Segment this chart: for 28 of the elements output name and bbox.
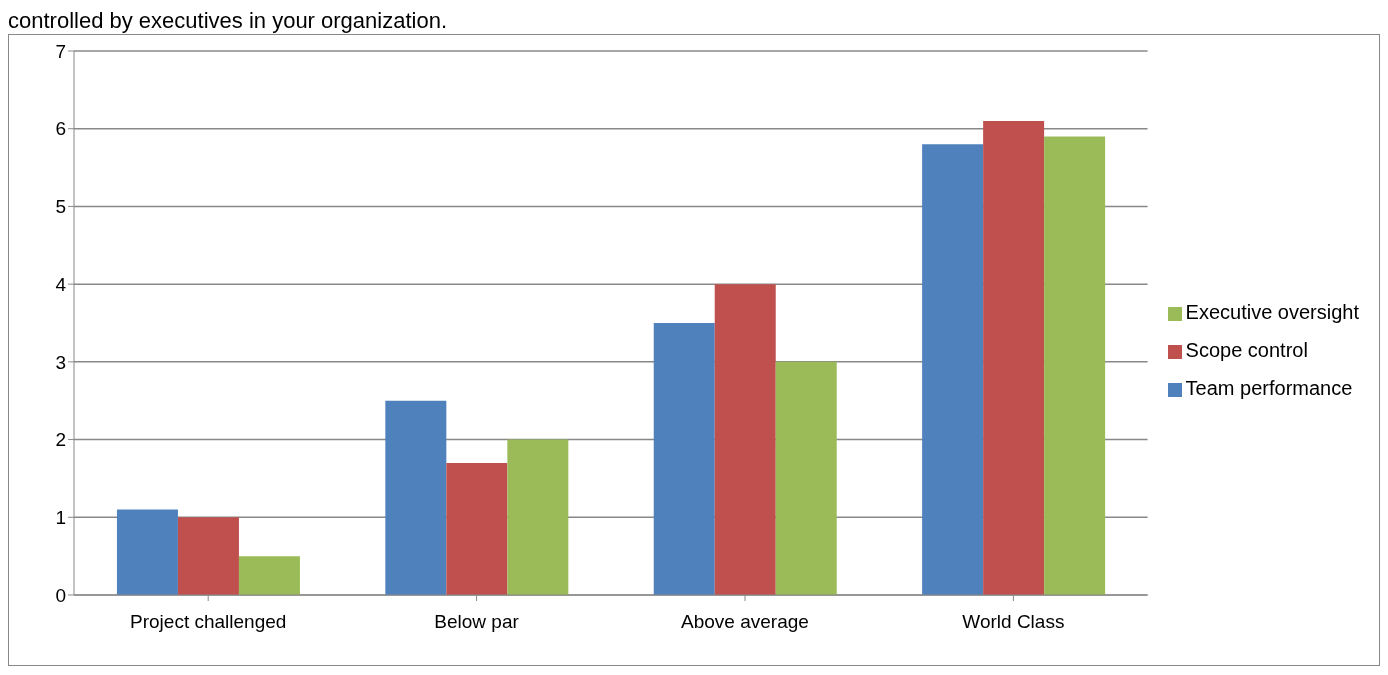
bar <box>983 120 1045 595</box>
bar <box>922 144 984 595</box>
bar <box>446 462 508 595</box>
bar <box>116 509 178 595</box>
y-tick-label: 0 <box>55 584 66 606</box>
x-tick-label: Project challenged <box>130 611 287 633</box>
chart-title: controlled by executives in your organization. <box>8 8 449 34</box>
bar <box>177 517 239 595</box>
y-tick-label: 5 <box>55 196 66 218</box>
y-tick-label: 6 <box>55 118 66 140</box>
y-tick-label: 4 <box>55 273 67 295</box>
legend-label: Team performance <box>1185 377 1353 399</box>
x-tick-label: World Class <box>962 611 1065 633</box>
y-tick-label: 7 <box>55 40 66 62</box>
bar <box>238 556 300 595</box>
bar <box>1044 136 1106 595</box>
y-tick-label: 1 <box>55 507 66 529</box>
bar <box>507 439 569 595</box>
bar <box>714 284 776 595</box>
x-tick-label: Below par <box>434 611 520 633</box>
bar <box>653 323 715 595</box>
legend-label: Executive oversight <box>1185 301 1359 323</box>
y-tick-label: 2 <box>55 429 66 451</box>
legend-label: Scope control <box>1185 339 1308 361</box>
x-tick-label: Above average <box>681 611 809 633</box>
y-tick-label: 3 <box>55 351 66 373</box>
bar <box>775 361 837 595</box>
bar <box>385 400 447 595</box>
